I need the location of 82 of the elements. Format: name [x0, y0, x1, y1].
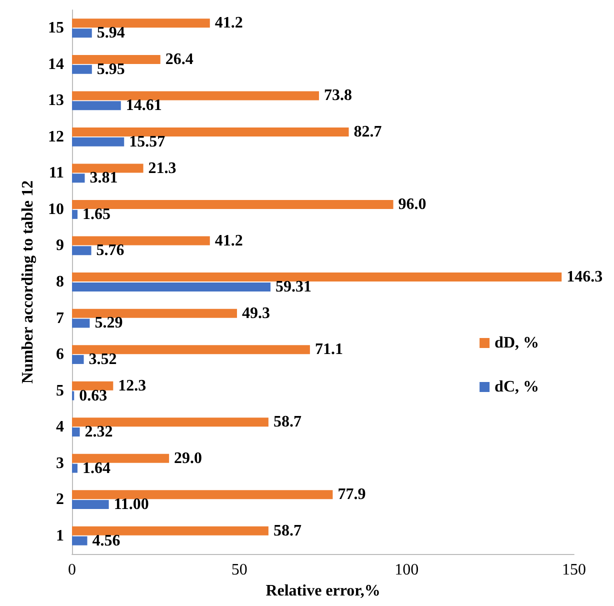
data-label: 0.63: [79, 387, 108, 404]
bar: [72, 28, 92, 38]
bar: [72, 345, 310, 354]
bar: [72, 54, 160, 64]
data-label: 5.76: [96, 242, 124, 260]
x-tick-label: 50: [231, 562, 248, 578]
y-tick-label: 8: [56, 274, 64, 290]
data-label: 77.9: [338, 486, 366, 504]
bar: [72, 210, 78, 219]
data-label: 41.2: [214, 232, 243, 250]
data-label: 41.2: [214, 14, 243, 32]
data-label: 58.7: [273, 522, 302, 540]
bar: [72, 137, 124, 146]
data-label: 2.32: [84, 424, 113, 441]
data-label: 1.64: [82, 460, 110, 477]
data-label: 82.7: [354, 123, 382, 140]
y-tick-label: 15: [48, 20, 64, 37]
data-label: 3.81: [90, 170, 118, 187]
bar: [72, 418, 268, 427]
y-tick-label: 13: [48, 92, 64, 110]
bar: [72, 101, 121, 110]
bar: [72, 18, 210, 28]
bar: [72, 272, 562, 282]
bar: [72, 91, 319, 100]
bar: [72, 64, 92, 74]
bar: [72, 308, 237, 318]
bar: [72, 200, 394, 210]
y-tick-label: 7: [56, 310, 64, 327]
bar: [72, 464, 78, 473]
data-label: 14.61: [126, 97, 162, 114]
bar: [72, 526, 268, 536]
x-tick-label: 0: [68, 562, 76, 578]
bar: [72, 354, 84, 364]
y-tick-label: 9: [56, 237, 64, 254]
data-label: 1.65: [82, 206, 111, 223]
y-tick-label: 14: [48, 56, 64, 73]
legend-label: dC, %: [494, 378, 539, 396]
data-label: 26.4: [165, 50, 194, 68]
y-tick-label: 10: [48, 200, 64, 218]
data-label: 73.8: [324, 87, 352, 104]
x-axis-title: Relative error,%: [266, 582, 380, 600]
y-tick-label: 11: [48, 164, 64, 182]
data-label: 21.3: [148, 160, 176, 177]
x-tick-label: 150: [562, 562, 586, 578]
bar: [72, 318, 90, 328]
y-tick-label: 2: [56, 491, 64, 508]
data-label: 29.0: [174, 450, 202, 467]
bar: [72, 236, 210, 246]
bar: [72, 536, 88, 546]
data-label: 146.3: [566, 268, 603, 286]
bar: [72, 428, 80, 437]
data-label: 58.7: [273, 414, 302, 431]
legend-label: dD, %: [494, 334, 539, 352]
data-label: 11.00: [114, 496, 149, 514]
x-tick-label: 100: [394, 562, 419, 578]
data-label: 3.52: [88, 350, 117, 368]
y-tick-label: 12: [48, 128, 64, 146]
data-label: 5.94: [96, 24, 125, 42]
data-label: 4.56: [92, 532, 120, 550]
data-label: 71.1: [314, 341, 343, 358]
data-label: 49.3: [242, 304, 270, 322]
bar: [72, 500, 109, 510]
bar: [72, 454, 170, 463]
y-tick-label: 5: [56, 382, 64, 400]
bar: [72, 174, 85, 183]
y-tick-label: 1: [56, 527, 64, 544]
data-label: 15.57: [129, 133, 166, 150]
data-label: 12.3: [118, 377, 146, 394]
bar: [72, 490, 333, 500]
bar: [72, 164, 144, 173]
data-label: 59.31: [275, 278, 312, 296]
data-label: 5.95: [96, 60, 125, 78]
bar: [72, 381, 114, 390]
data-label: 5.29: [94, 314, 123, 332]
y-tick-label: 3: [56, 454, 64, 472]
bar: [72, 246, 92, 256]
y-axis-title: Number according to table 12: [20, 180, 36, 384]
bar: [72, 127, 349, 136]
y-tick-label: 4: [56, 418, 64, 436]
data-label: 96.0: [398, 196, 426, 214]
bar: [72, 282, 270, 292]
y-tick-label: 6: [56, 346, 64, 364]
